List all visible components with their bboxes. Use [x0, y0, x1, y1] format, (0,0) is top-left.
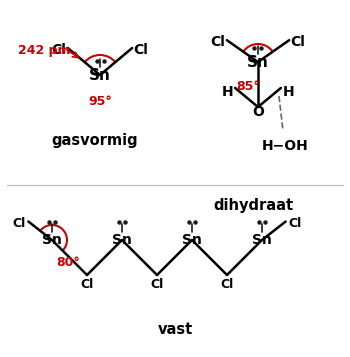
Text: dihydraat: dihydraat: [213, 197, 293, 212]
Text: vast: vast: [158, 322, 192, 337]
Text: 242 pm: 242 pm: [18, 44, 71, 57]
Text: Cl: Cl: [291, 35, 306, 49]
Text: gasvormig: gasvormig: [52, 132, 138, 147]
Text: Cl: Cl: [150, 278, 163, 292]
Text: Sn: Sn: [42, 233, 62, 247]
Text: H: H: [283, 85, 295, 99]
Text: H: H: [221, 85, 233, 99]
Text: Cl: Cl: [288, 217, 301, 230]
Text: Cl: Cl: [51, 43, 66, 57]
Text: Sn: Sn: [89, 67, 111, 82]
Text: Cl: Cl: [210, 35, 225, 49]
Text: Cl: Cl: [134, 43, 149, 57]
Text: O: O: [252, 105, 264, 119]
Text: Sn: Sn: [182, 233, 202, 247]
Text: Sn: Sn: [112, 233, 132, 247]
Text: 85°: 85°: [236, 80, 260, 92]
Text: Sn: Sn: [247, 55, 269, 70]
Text: 95°: 95°: [88, 95, 112, 107]
Text: Cl: Cl: [13, 217, 26, 230]
Text: Cl: Cl: [220, 278, 233, 292]
Text: Cl: Cl: [80, 278, 94, 292]
Text: Sn: Sn: [252, 233, 272, 247]
Text: 80°: 80°: [56, 256, 80, 268]
Text: H−OH: H−OH: [261, 139, 308, 153]
